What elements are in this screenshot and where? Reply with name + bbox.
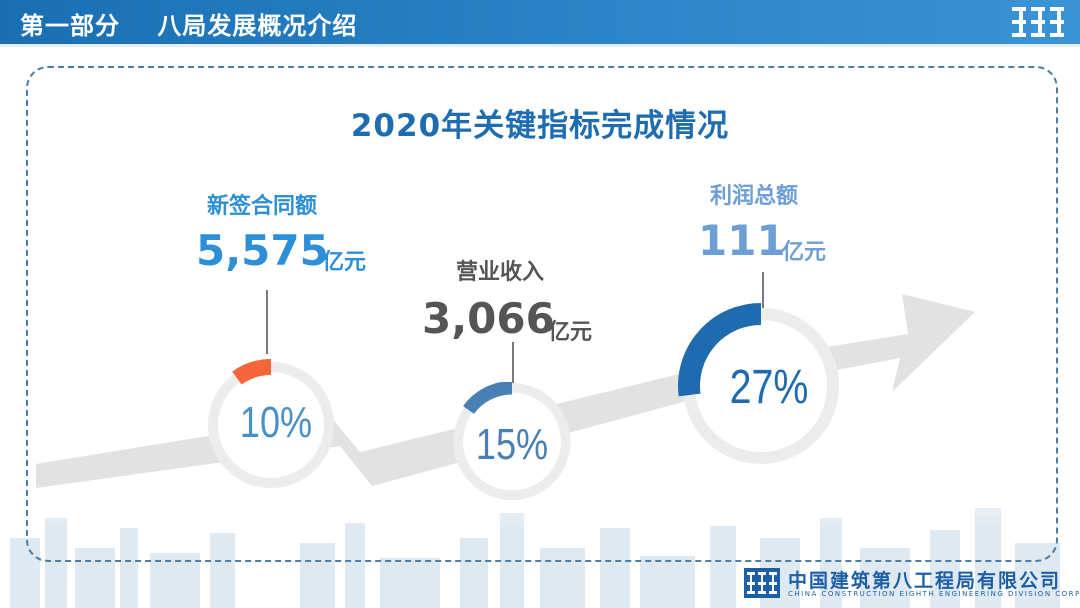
- header-title: 第一部分 八局发展概况介绍: [20, 6, 357, 41]
- progress-ring-new-contracts: [208, 359, 334, 488]
- footer-company-name: 中国建筑第八工程局有限公司: [788, 570, 1062, 592]
- kpi-value-new-contracts: 5,575: [196, 226, 329, 275]
- progress-ring-revenue: [453, 382, 571, 501]
- company-footer-logo-icon: [744, 568, 780, 598]
- progress-ring-profit: [678, 303, 839, 464]
- page-title: 2020年关键指标完成情况: [350, 108, 730, 144]
- kpi-percent-new-contracts: 10%: [239, 398, 313, 447]
- kpi-percent-revenue: 15%: [475, 420, 549, 469]
- kpi-label-new-contracts: 新签合同额: [207, 194, 318, 219]
- kpi-unit-new-contracts: 亿元: [322, 250, 367, 275]
- section-label: 第一部分: [20, 12, 120, 40]
- kpi-unit-profit: 亿元: [782, 240, 827, 265]
- footer-company-name-en: CHINA CONSTRUCTION EIGHTH ENGINEERING DI…: [788, 590, 1080, 598]
- progress-ring-arc: [463, 382, 513, 415]
- kpi-label-profit: 利润总额: [710, 184, 799, 209]
- kpi-value-revenue: 3,066: [422, 294, 555, 343]
- header-divider: [0, 44, 1080, 47]
- kpi-connector-new-contracts: [266, 290, 268, 354]
- section-title: 八局发展概况介绍: [157, 12, 358, 40]
- header-bar: 第一部分 八局发展概况介绍: [0, 0, 1080, 44]
- kpi-connector-revenue: [512, 342, 514, 388]
- kpi-percent-profit: 27%: [729, 361, 809, 414]
- kpi-value-profit: 111: [698, 216, 786, 265]
- kpi-label-revenue: 营业收入: [456, 260, 545, 285]
- kpi-connector-profit: [762, 272, 764, 310]
- progress-ring-arc: [232, 359, 272, 385]
- company-logo-icon: [1012, 7, 1064, 37]
- content-frame: [26, 66, 1058, 562]
- kpi-unit-revenue: 亿元: [548, 320, 593, 345]
- progress-ring-arc: [678, 303, 762, 397]
